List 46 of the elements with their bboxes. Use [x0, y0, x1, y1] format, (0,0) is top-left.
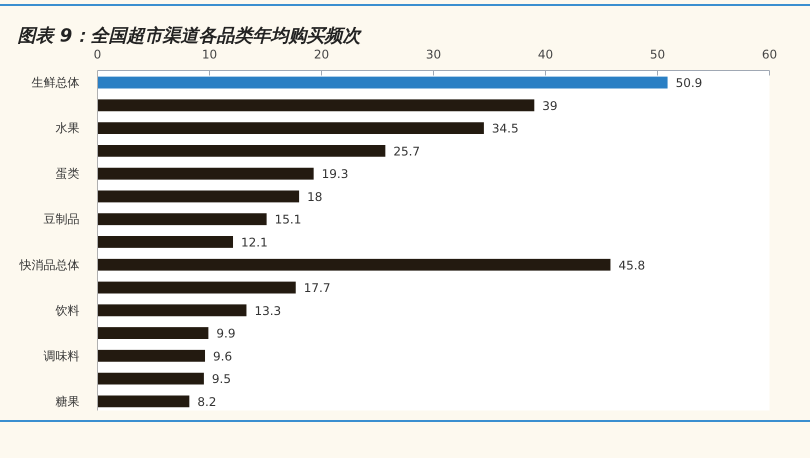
x-tick-label: 50: [650, 48, 666, 62]
bar: [98, 258, 610, 271]
x-tick-label: 40: [538, 48, 554, 62]
bar: [98, 350, 206, 362]
data-label: 9.9: [216, 326, 236, 341]
y-tick-label: 蛋类: [56, 166, 80, 181]
bar: [98, 168, 314, 180]
bar: [98, 213, 267, 226]
bar: [98, 372, 204, 385]
data-label: 15.1: [274, 212, 302, 227]
bar: [98, 76, 668, 88]
data-label: 19.3: [322, 167, 348, 182]
y-tick-label: 生鲜总体: [32, 76, 80, 90]
data-label: 25.7: [393, 144, 420, 158]
chart-title: 图表 9：全国超市渠道各品类年均购买频次: [18, 26, 362, 46]
y-tick-label: 糖果: [56, 394, 80, 408]
data-label: 34.5: [492, 122, 519, 136]
x-tick-label: 10: [202, 48, 218, 62]
data-label: 9.5: [212, 372, 231, 386]
y-tick-label: 饮料: [54, 303, 80, 318]
y-tick-label: 调味料: [44, 348, 80, 363]
bar: [98, 304, 246, 316]
bar: [98, 99, 534, 112]
data-label: 8.2: [197, 394, 216, 409]
bar: [98, 190, 300, 202]
data-label: 45.8: [618, 258, 646, 272]
bar: [98, 122, 484, 134]
bar: [98, 144, 386, 157]
x-tick-label: 0: [94, 48, 102, 62]
bar: [98, 282, 296, 294]
x-tick-label: 60: [762, 48, 778, 62]
data-label: 18: [307, 190, 322, 204]
bar: [98, 327, 208, 339]
data-label: 17.7: [304, 281, 330, 296]
data-label: 9.6: [213, 349, 232, 364]
data-label: 12.1: [241, 235, 268, 250]
bar: [98, 236, 234, 248]
x-tick-label: 20: [314, 48, 330, 62]
y-tick-label: 快消品总体: [18, 258, 80, 272]
x-tick-label: 30: [426, 48, 442, 62]
data-label: 13.3: [254, 304, 282, 318]
data-label: 39: [542, 98, 558, 113]
bar: [98, 395, 190, 408]
y-tick-label: 豆制品: [44, 212, 80, 226]
y-tick-label: 水果: [56, 121, 80, 136]
data-label: 50.9: [676, 76, 702, 90]
